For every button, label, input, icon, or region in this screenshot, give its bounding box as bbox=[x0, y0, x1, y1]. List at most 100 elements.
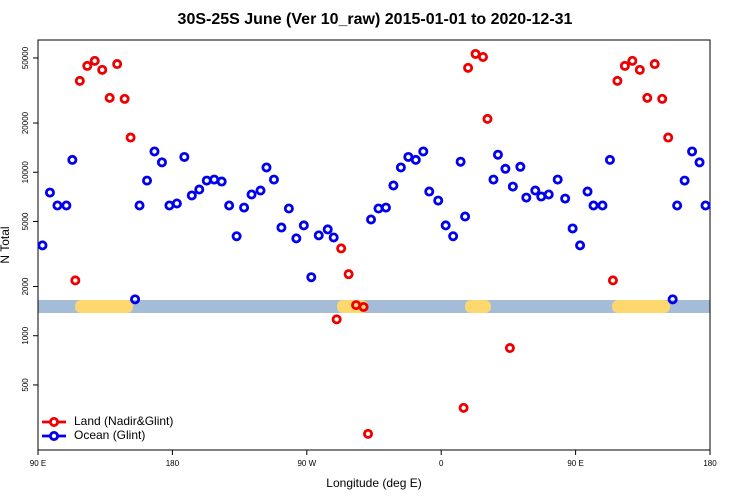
point bbox=[627, 55, 638, 66]
point bbox=[97, 64, 108, 75]
y-tick-label: 20000 bbox=[21, 111, 30, 134]
point bbox=[567, 223, 578, 234]
point bbox=[607, 275, 618, 286]
point bbox=[37, 240, 48, 251]
land-band bbox=[612, 300, 670, 313]
y-tick-label: 5000 bbox=[21, 212, 30, 230]
point bbox=[52, 200, 63, 211]
point bbox=[291, 233, 302, 244]
point bbox=[700, 200, 711, 211]
point bbox=[492, 149, 503, 160]
point bbox=[112, 59, 123, 70]
point bbox=[455, 156, 466, 167]
x-tick-label: 90 E bbox=[30, 459, 46, 468]
point bbox=[521, 192, 532, 203]
point bbox=[239, 202, 250, 213]
land-band bbox=[75, 300, 133, 313]
y-tick-label: 50000 bbox=[21, 46, 30, 69]
point bbox=[657, 93, 668, 104]
point bbox=[649, 59, 660, 70]
point bbox=[507, 181, 518, 192]
point bbox=[171, 198, 182, 209]
point bbox=[142, 175, 153, 186]
point bbox=[336, 243, 347, 254]
point bbox=[125, 132, 136, 143]
legend-marker bbox=[49, 416, 60, 427]
point bbox=[597, 200, 608, 211]
y-tick-label: 10000 bbox=[21, 161, 30, 184]
point bbox=[322, 224, 333, 235]
point bbox=[44, 187, 55, 198]
point bbox=[460, 211, 471, 222]
point bbox=[388, 180, 399, 191]
legend-label: Land (Nadir&Glint) bbox=[74, 414, 173, 428]
point bbox=[560, 193, 571, 204]
point bbox=[231, 231, 242, 242]
point bbox=[216, 176, 227, 187]
point bbox=[276, 222, 287, 233]
legend-label: Ocean (Glint) bbox=[74, 428, 145, 442]
chart-title: 30S-25S June (Ver 10_raw) 2015-01-01 to … bbox=[178, 11, 573, 28]
point bbox=[306, 272, 317, 283]
point bbox=[612, 75, 623, 86]
point bbox=[448, 231, 459, 242]
point bbox=[619, 60, 630, 71]
point bbox=[488, 174, 499, 185]
y-tick-label: 2000 bbox=[21, 277, 30, 295]
point bbox=[478, 51, 489, 62]
point bbox=[179, 151, 190, 162]
point bbox=[575, 240, 586, 251]
series bbox=[37, 146, 711, 305]
point bbox=[552, 174, 563, 185]
y-tick-label: 1000 bbox=[21, 326, 30, 344]
point bbox=[395, 162, 406, 173]
point bbox=[380, 202, 391, 213]
point bbox=[74, 75, 85, 86]
point bbox=[410, 154, 421, 165]
point bbox=[130, 294, 141, 305]
point bbox=[663, 132, 674, 143]
point bbox=[67, 154, 78, 165]
point bbox=[149, 146, 160, 157]
point bbox=[298, 220, 309, 231]
point bbox=[687, 146, 698, 157]
point bbox=[634, 64, 645, 75]
series bbox=[70, 48, 674, 439]
point bbox=[186, 190, 197, 201]
y-axis-label: N Total bbox=[0, 226, 12, 263]
point bbox=[500, 163, 511, 174]
point bbox=[61, 200, 72, 211]
point bbox=[515, 161, 526, 172]
point bbox=[440, 220, 451, 231]
point bbox=[667, 294, 678, 305]
point bbox=[530, 185, 541, 196]
x-tick-label: 180 bbox=[166, 459, 180, 468]
point bbox=[283, 203, 294, 214]
point bbox=[458, 402, 469, 413]
point bbox=[482, 113, 493, 124]
x-tick-label: 90 E bbox=[567, 459, 583, 468]
point bbox=[363, 428, 374, 439]
ocean-band bbox=[38, 300, 710, 313]
point bbox=[504, 343, 515, 354]
point bbox=[358, 301, 369, 312]
point bbox=[672, 200, 683, 211]
x-tick-label: 180 bbox=[703, 459, 717, 468]
point bbox=[82, 60, 93, 71]
point bbox=[89, 55, 100, 66]
surface-band bbox=[38, 300, 710, 313]
land-band bbox=[465, 300, 491, 313]
point bbox=[604, 154, 615, 165]
point bbox=[679, 175, 690, 186]
point bbox=[543, 189, 554, 200]
point bbox=[343, 269, 354, 280]
point bbox=[255, 185, 266, 196]
point bbox=[331, 314, 342, 325]
point bbox=[156, 157, 167, 168]
point bbox=[463, 62, 474, 73]
y-tick-label: 500 bbox=[21, 378, 30, 392]
point bbox=[246, 189, 257, 200]
point bbox=[642, 92, 653, 103]
